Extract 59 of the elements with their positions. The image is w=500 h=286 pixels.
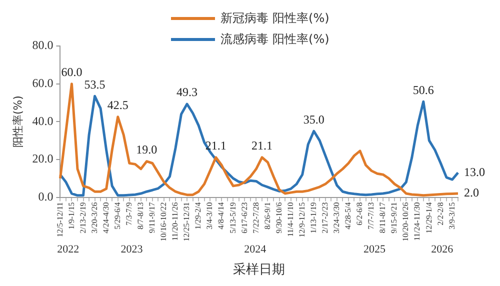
x-tick-label: 12/9-12/15 (297, 202, 306, 238)
data-label: 60.0 (61, 64, 82, 79)
x-axis-title: 采样日期 (233, 262, 286, 278)
x-tick-label: 3/4-3/10 (205, 202, 214, 230)
legend-label: 流感病毒 阳性率(%) (220, 31, 330, 48)
x-tick-label: 3/24-3/30 (332, 202, 342, 234)
data-label: 42.5 (107, 98, 128, 112)
x-tick-label: 1/29-2/4 (194, 202, 203, 230)
x-tick-label: 11/24-11/30 (412, 202, 422, 241)
x-tick-label: 12/5-12/11 (55, 202, 64, 238)
x-tick-label: 11/4-11/10 (286, 202, 295, 237)
x-tick-label: 6/17-6/23 (240, 202, 249, 234)
x-tick-label: 4/24-4/30 (101, 202, 110, 234)
text: 2022 (57, 243, 80, 256)
x-tick-label: 8/7-8/13 (136, 202, 146, 230)
x-tick-label: 5/13-5/19 (228, 202, 238, 234)
x-tick-label: 2/17-2/23 (320, 202, 330, 234)
x-tick-label: 9/11-9/17 (148, 202, 157, 234)
x-tick-label: 7/7-7/13 (366, 202, 376, 230)
x-tick-label: 12/29-1/4 (424, 202, 434, 234)
x-tick-label: 8/11-8/17 (378, 202, 388, 234)
x-tick-label: 5/29-6/4 (112, 202, 122, 230)
data-label: 53.5 (84, 77, 106, 92)
data-label: 35.0 (303, 112, 324, 126)
x-tick-label: 2/13-2/19 (78, 202, 88, 234)
data-label: 49.3 (176, 85, 198, 100)
data-label: 50.6 (412, 82, 434, 97)
x-tick-label: 3/9-3/15 (447, 202, 456, 230)
x-tick-label: 7/3-7/9 (124, 202, 134, 226)
data-label: 21.1 (251, 138, 272, 153)
y-tick-label: 60.0 (32, 76, 54, 90)
text: 2024 (244, 243, 267, 256)
y-axis-title: 阳性率(%) (11, 96, 24, 148)
x-tick-label: 6/2-6/8 (355, 202, 364, 226)
x-tick-label: 4/28-5/4 (344, 202, 353, 230)
data-label: 19.0 (136, 142, 158, 157)
x-tick-label: 8/26-9/1 (262, 202, 272, 230)
x-tick-label: 4/8-4/14 (216, 202, 226, 230)
x-tick-label: 7/22-7/28 (251, 202, 260, 234)
x-tick-label: 12/25-12/31 (182, 202, 192, 242)
x-tick-label: 2/2-2/8 (436, 202, 445, 226)
text: 2026 (431, 243, 454, 256)
y-tick-label: 40.0 (32, 114, 54, 128)
y-tick-label: 20.0 (32, 152, 54, 166)
text: 2025 (363, 243, 386, 256)
text: 2023 (120, 243, 144, 256)
x-tick-label: 3/20-3/26 (90, 202, 99, 234)
x-tick-label: 10/20-10/26 (401, 202, 410, 242)
x-tick-label: 1/9-1/15 (66, 202, 76, 230)
data-label: 2.0 (464, 186, 479, 200)
legend-label: 新冠病毒 阳性率(%) (220, 10, 330, 27)
data-label: 13.0 (464, 164, 485, 179)
x-tick-label: 9/15-9/21 (390, 202, 399, 234)
x-tick-label: 1/13-1/19 (308, 202, 318, 234)
x-tick-label: 11/20-11/26 (170, 202, 180, 241)
x-tick-label: 10/16-10/22 (159, 202, 168, 242)
y-tick-label: 0.0 (38, 189, 54, 204)
x-tick-label: 9/30-10/6 (274, 202, 284, 234)
y-tick-label: 80.0 (32, 38, 54, 52)
